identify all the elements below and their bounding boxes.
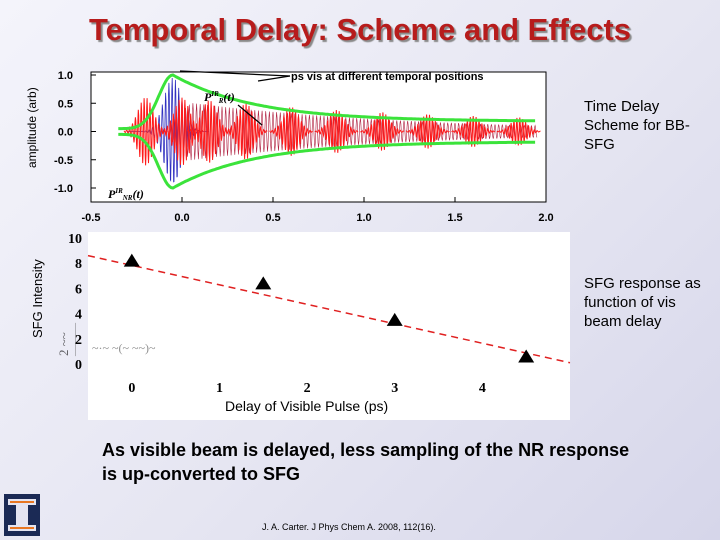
trend-line-dashed <box>87 254 571 364</box>
x-tick-label: 3 <box>391 381 398 396</box>
sfg-response-label: SFG response as function of vis beam del… <box>584 275 701 330</box>
plot-area <box>88 232 570 420</box>
annotation-arrow <box>179 70 291 77</box>
sfg-x-ticks: 0 1 2 3 4 <box>128 381 486 396</box>
sfg-response-chart: 2 ~~ ——— ~·~ ~(~ ~~)~ 10 8 6 4 2 0 0 1 2 3 4 <box>56 232 571 420</box>
label-p-nonresonant: PIRNR(t) <box>108 187 144 202</box>
amplitude-axis-label: amplitude (arb) <box>25 87 39 168</box>
x-tick-label: 1.0 <box>356 212 371 224</box>
top-y-ticks: 1.0 0.5 0.0 -0.5 -1.0 <box>54 70 96 195</box>
y-tick-label: 0 <box>75 358 82 373</box>
lower-envelope <box>118 132 536 190</box>
x-tick-label: -0.5 <box>82 212 101 224</box>
data-point-triangle <box>123 253 140 267</box>
x-tick-label: 4 <box>479 381 486 396</box>
y-tick-label: 0.5 <box>58 98 73 110</box>
x-tick-label: 2.0 <box>538 212 553 224</box>
visible-pulse <box>314 109 359 153</box>
x-tick-label: 2 <box>304 381 311 396</box>
svg-text:———: ——— <box>69 322 81 357</box>
x-tick-label: 0.0 <box>174 212 189 224</box>
data-points <box>123 253 535 363</box>
time-delay-scheme-label: Time Delay Scheme for BB-SFG <box>584 98 690 153</box>
x-tick-label: 0.5 <box>265 212 280 224</box>
ghost-axis-text: 2 ~~ ——— ~·~ ~(~ ~~)~ <box>56 322 156 357</box>
label-p-resonant: PIRR(t) <box>204 90 235 105</box>
y-tick-label: 2 <box>75 333 82 348</box>
visible-pulse <box>123 98 168 166</box>
upper-envelope <box>118 73 536 131</box>
y-tick-label: 6 <box>75 282 82 297</box>
y-tick-label: -1.0 <box>54 183 73 195</box>
visible-pulse <box>360 112 405 151</box>
data-point-triangle <box>518 349 535 363</box>
y-tick-label: -0.5 <box>54 155 73 167</box>
ps-vis-annotation: ps vis at different temporal positions <box>291 71 484 83</box>
sfg-intensity-axis-label: SFG Intensity <box>30 259 45 338</box>
y-tick-label: 8 <box>75 257 82 272</box>
y-tick-label: 10 <box>68 232 82 247</box>
university-logo-icon <box>4 494 40 536</box>
y-tick-label: 1.0 <box>58 70 73 82</box>
envelope-curves <box>118 73 536 190</box>
caption: As visible beam is delayed, less samplin… <box>102 440 630 484</box>
sfg-y-ticks: 10 8 6 4 2 0 <box>68 232 82 373</box>
x-tick-label: 1.5 <box>447 212 462 224</box>
visible-pulse <box>223 103 268 160</box>
svg-text:2 ~~: 2 ~~ <box>56 332 71 356</box>
visible-pulse <box>451 116 496 147</box>
data-point-triangle <box>255 276 272 290</box>
visible-pulse <box>187 100 232 163</box>
data-point-triangle <box>386 312 403 326</box>
x-tick-label: 1 <box>216 381 223 396</box>
annotation-arrow <box>257 75 291 82</box>
y-tick-label: 0.0 <box>58 127 73 139</box>
delay-axis-label: Delay of Visible Pulse (ps) <box>225 398 389 414</box>
citation: J. A. Carter. J Phys Chem A. 2008, 112(1… <box>262 522 436 532</box>
x-tick-label: 0 <box>128 381 135 396</box>
nonresonant-pulse <box>127 77 209 183</box>
slide-title: Temporal Delay: Scheme and Effects <box>88 12 632 47</box>
y-tick-label: 4 <box>75 308 82 323</box>
trend-line <box>87 254 571 364</box>
top-x-ticks: -0.5 0.0 0.5 1.0 1.5 2.0 <box>82 197 554 224</box>
time-delay-scheme-plot: 1.0 0.5 0.0 -0.5 -1.0 -0.5 0.0 0.5 1.0 1.5 2.0 ps… <box>54 70 554 224</box>
resonant-arrow <box>237 104 263 126</box>
svg-text:~·~ ~(~ ~~)~: ~·~ ~(~ ~~)~ <box>92 341 156 355</box>
